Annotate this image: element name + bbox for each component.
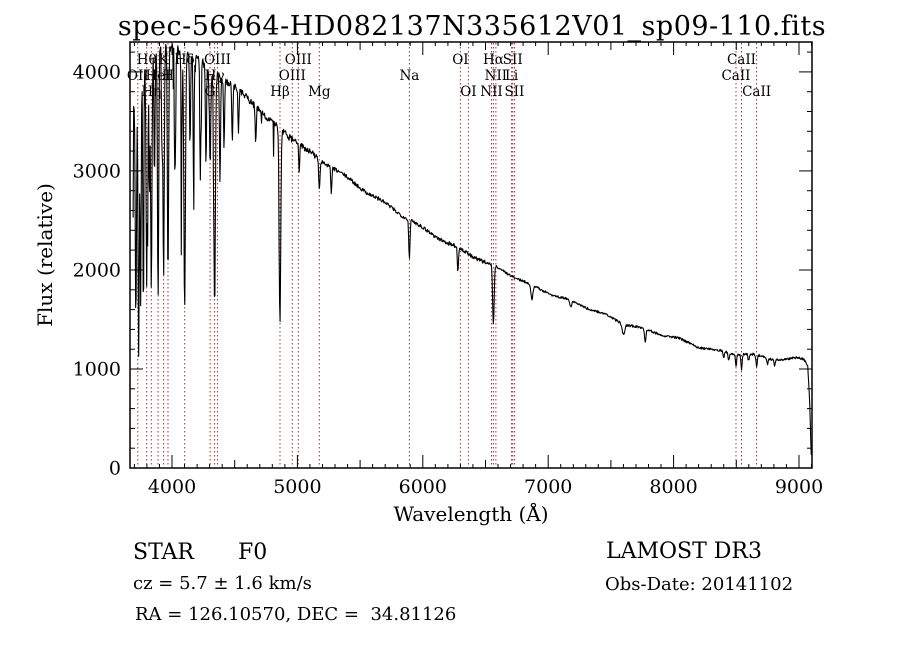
x-tick-label: 9000 bbox=[775, 476, 823, 498]
spectral-line-markers bbox=[137, 43, 758, 467]
line-label: OI bbox=[460, 84, 476, 100]
line-label: K bbox=[159, 52, 170, 68]
line-label: OIII bbox=[279, 68, 306, 84]
line-label: CaII bbox=[727, 52, 756, 68]
line-label: NII bbox=[485, 68, 507, 84]
line-label: SII bbox=[504, 84, 524, 100]
coordinates-label: RA = 126.10570, DEC = 34.81126 bbox=[135, 604, 457, 625]
y-tick-label: 3000 bbox=[73, 160, 121, 182]
x-tick-label: 5000 bbox=[273, 476, 321, 498]
y-axis-label: Flux (relative) bbox=[33, 183, 57, 327]
line-label: NII bbox=[480, 84, 502, 100]
line-label: CaII bbox=[742, 84, 771, 100]
plot-title: spec-56964-HD082137N335612V01_sp09-110.f… bbox=[117, 11, 827, 42]
y-tick-label: 2000 bbox=[73, 260, 121, 282]
line-label: Mg bbox=[308, 84, 331, 100]
y-tick-label: 0 bbox=[109, 458, 121, 480]
spectrum-curve bbox=[132, 43, 812, 455]
line-label: CaII bbox=[721, 68, 750, 84]
x-tick-label: 7000 bbox=[524, 476, 572, 498]
line-label: G bbox=[205, 84, 216, 100]
object-subclass-label: F0 bbox=[238, 540, 268, 565]
line-label: Li bbox=[505, 68, 519, 84]
line-label: Na bbox=[399, 68, 419, 84]
line-label: OI bbox=[452, 52, 468, 68]
x-tick-label: 4000 bbox=[148, 476, 196, 498]
line-label: SII bbox=[503, 52, 523, 68]
velocity-label: cz = 5.7 ± 1.6 km/s bbox=[133, 573, 312, 594]
x-axis-label: Wavelength (Å) bbox=[393, 501, 548, 526]
line-label: Hβ bbox=[270, 84, 290, 100]
object-class-label: STAR bbox=[133, 540, 194, 565]
x-tick-label: 6000 bbox=[399, 476, 447, 498]
line-label: Hα bbox=[483, 52, 504, 68]
obs-date-label: Obs-Date: 20141102 bbox=[605, 574, 794, 595]
y-tick-label: 1000 bbox=[73, 359, 121, 381]
plot-frame bbox=[129, 41, 813, 469]
line-label: OIII bbox=[285, 52, 312, 68]
line-label: OIII bbox=[204, 52, 231, 68]
line-label: Hγ bbox=[205, 68, 225, 84]
axis-tick-labels: 4000 5000 6000 7000 8000 9000 0 1000 2000 3000 400… bbox=[73, 61, 824, 498]
line-label: Hθ bbox=[137, 52, 157, 68]
x-tick-label: 8000 bbox=[649, 476, 697, 498]
y-tick-label: 4000 bbox=[73, 61, 121, 83]
line-label: H bbox=[162, 68, 174, 84]
release-label: LAMOST DR3 bbox=[606, 539, 762, 564]
